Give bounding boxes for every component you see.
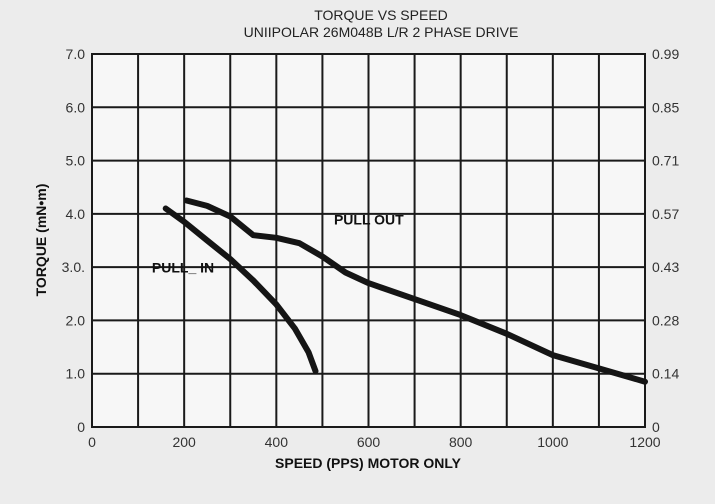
y-axis-label: TORQUE (mN•m) xyxy=(33,184,49,297)
x-tick-label: 200 xyxy=(172,434,196,450)
y-tick-label: 7.0 xyxy=(66,46,86,62)
x-tick-label: 600 xyxy=(357,434,381,450)
series-pull-in-label: PULL_ IN xyxy=(152,259,214,275)
x-tick-label: 1200 xyxy=(629,434,660,450)
x-tick-label: 400 xyxy=(265,434,289,450)
y-tick-label: 4.0 xyxy=(66,206,86,222)
y2-tick-label: 0.57 xyxy=(652,206,679,222)
y2-tick-label: 0.28 xyxy=(652,312,679,328)
y-tick-label: 3.0. xyxy=(62,259,85,275)
grid xyxy=(92,54,645,427)
x-tick-label: 1000 xyxy=(537,434,568,450)
y2-tick-label: 0.85 xyxy=(652,99,679,115)
y-tick-label: 0 xyxy=(77,419,85,435)
x-tick-label: 800 xyxy=(449,434,473,450)
series-pull-out-line xyxy=(183,197,648,385)
y-tick-label: 1.0 xyxy=(66,366,86,382)
y2-tick-label: 0.71 xyxy=(652,153,679,169)
y2-tick-label: 0.14 xyxy=(652,366,679,382)
series xyxy=(162,197,648,385)
series-pull-out-label: PULL OUT xyxy=(334,212,404,228)
series-pull-in-line xyxy=(162,205,319,375)
x-tick-label: 0 xyxy=(88,434,96,450)
y-tick-label: 6.0 xyxy=(66,99,86,115)
chart-title: TORQUE VS SPEED xyxy=(314,7,448,23)
chart-subtitle: UNIIPOLAR 26M048B L/R 2 PHASE DRIVE xyxy=(244,24,519,40)
y2-tick-label: 0 xyxy=(652,419,660,435)
y-tick-label: 5.0 xyxy=(66,153,86,169)
x-axis-label: SPEED (PPS) MOTOR ONLY xyxy=(275,455,462,471)
y2-tick-label: 0.43 xyxy=(652,259,679,275)
y-tick-label: 2.0 xyxy=(66,312,86,328)
curve-labels: PULL_ IN PULL OUT xyxy=(152,212,404,276)
y2-tick-label: 0.99 xyxy=(652,46,679,62)
